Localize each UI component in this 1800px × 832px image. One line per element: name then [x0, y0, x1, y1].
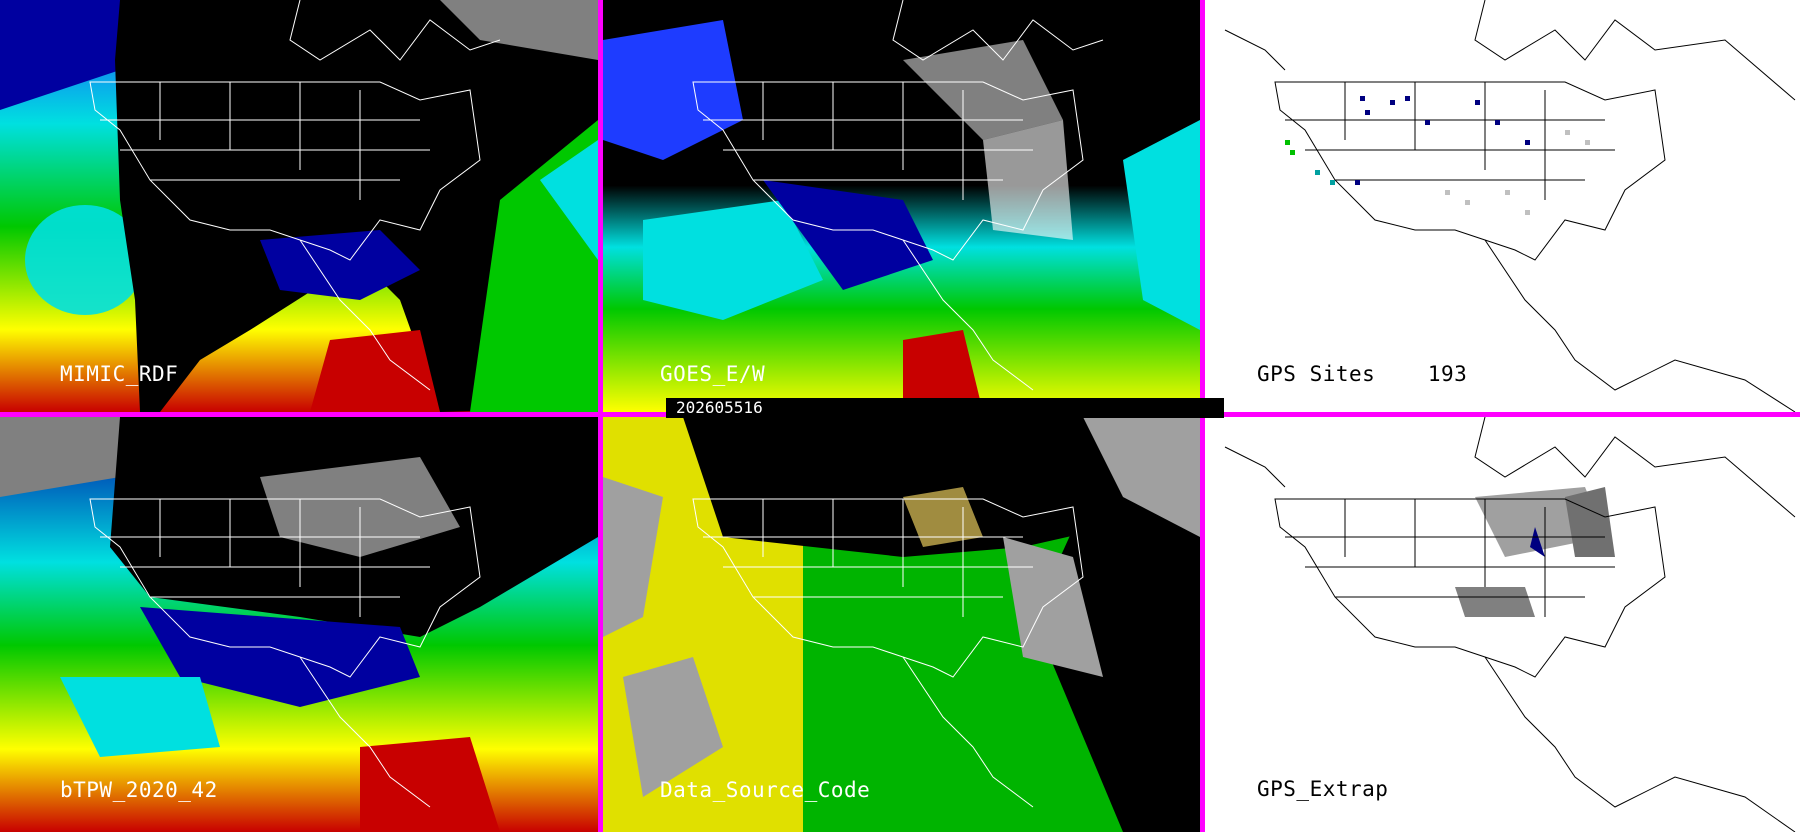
panel-label: Data_Source_Code [660, 778, 871, 802]
map-panel-goes: GOES_E/W [603, 0, 1200, 412]
map-panel-data-source-code: Data_Source_Code [603, 417, 1200, 832]
panel-label: GPS Sites 193 [1257, 362, 1468, 386]
map-panel-mimic-rdf: MIMIC_RDF [0, 0, 598, 412]
map-panel-btpw: bTPW_2020_42 [0, 417, 598, 832]
panel-label: bTPW_2020_42 [60, 778, 218, 802]
panel-label: GPS_Extrap [1257, 777, 1389, 801]
separator-vertical-left [598, 0, 603, 832]
map-panel-gps-sites: GPS Sites 193 [1205, 0, 1800, 412]
panel-label: MIMIC_RDF [60, 362, 179, 386]
timestamp-bar: 202605516 [666, 398, 1224, 418]
map-panel-gps-extrap: GPS_Extrap [1205, 417, 1800, 832]
panel-label: GOES_E/W [660, 362, 766, 386]
